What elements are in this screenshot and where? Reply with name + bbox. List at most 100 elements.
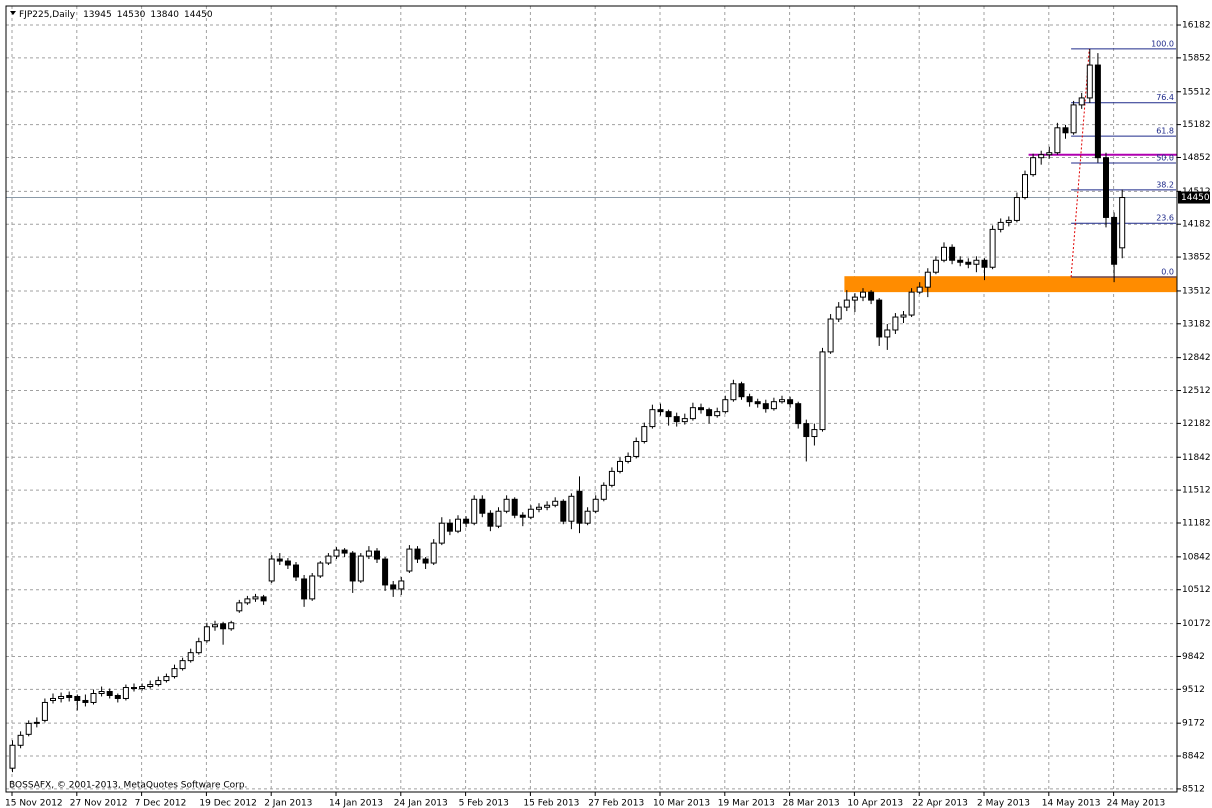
- candle-body: [1119, 197, 1126, 249]
- candle-body: [90, 693, 97, 703]
- candle-body: [309, 575, 316, 600]
- candle-body: [50, 697, 56, 701]
- candle-body: [171, 668, 178, 678]
- x-tick-label: 28 Mar 2013: [783, 799, 840, 808]
- y-tick-label: 12182: [1182, 419, 1211, 429]
- candle-body: [860, 291, 866, 298]
- candle-body: [1038, 154, 1045, 159]
- candle-body: [195, 641, 202, 654]
- candle-body: [268, 558, 275, 582]
- candle-body: [957, 259, 964, 263]
- candle-body: [1030, 157, 1037, 176]
- y-tick-label: 8512: [1182, 784, 1205, 794]
- candle-body: [382, 558, 389, 586]
- candle-body: [851, 296, 858, 301]
- candle-body: [989, 228, 996, 268]
- x-tick-label: 10 Apr 2013: [847, 799, 903, 808]
- candle-body: [932, 259, 939, 273]
- candle-body: [1046, 152, 1053, 156]
- candle-body: [82, 699, 89, 703]
- fibo-label: 100.0: [1151, 39, 1174, 48]
- candle-body: [665, 411, 672, 418]
- candle-body: [374, 550, 380, 560]
- candle-body: [220, 623, 227, 630]
- candle-body: [868, 291, 875, 301]
- candle-body: [592, 498, 599, 512]
- candle-body: [536, 506, 542, 510]
- candle-body: [422, 558, 429, 564]
- y-tick-label: 10842: [1182, 552, 1211, 562]
- candle-body: [212, 624, 218, 628]
- candle-body: [689, 407, 696, 420]
- candle-body: [811, 429, 818, 438]
- candle-body: [892, 316, 899, 331]
- candle-body: [787, 399, 794, 405]
- candle-body: [406, 548, 413, 572]
- candle-body: [584, 510, 591, 524]
- x-tick-label: 15 Nov 2012: [5, 799, 63, 808]
- header-close: 14450: [184, 10, 213, 20]
- candle-body: [1005, 219, 1012, 223]
- x-tick-label: 7 Dec 2012: [135, 799, 187, 808]
- y-tick-label: 12512: [1182, 386, 1211, 396]
- grid-layer: [6, 6, 1177, 792]
- candle-body: [98, 691, 105, 695]
- candle-body: [349, 552, 356, 582]
- candle-body: [1062, 127, 1069, 134]
- candle-body: [479, 498, 486, 514]
- plot-frame: [5, 5, 1178, 793]
- y-tick-label: 11182: [1182, 518, 1211, 528]
- candle-body: [552, 500, 559, 506]
- x-tick-label: 19 Dec 2012: [199, 799, 257, 808]
- x-tick-label: 14 May 2013: [1042, 799, 1101, 808]
- y-tick-label: 12842: [1182, 353, 1211, 363]
- candle-body: [333, 549, 340, 557]
- y-tick-label: 13182: [1182, 319, 1211, 329]
- x-tick-label: 22 Apr 2013: [912, 799, 968, 808]
- candle-body: [544, 504, 551, 508]
- candle-body: [949, 246, 956, 261]
- menu-arrow: [10, 11, 16, 15]
- candle-body: [657, 409, 664, 413]
- candle-body: [228, 622, 235, 630]
- y-tick-label: 14182: [1182, 220, 1211, 230]
- candle-body: [608, 470, 615, 486]
- y-tick-label: 15512: [1182, 87, 1211, 97]
- x-tick-label: 19 Mar 2013: [718, 799, 775, 808]
- x-tick-label: 2 Jan 2013: [264, 799, 312, 808]
- y-tick-label: 13852: [1182, 253, 1211, 263]
- fibo-label: 76.4: [1156, 93, 1174, 102]
- candle-body: [779, 399, 785, 403]
- candle-body: [576, 490, 583, 524]
- candle-body: [730, 383, 737, 401]
- candle-body: [746, 396, 753, 403]
- candle-body: [114, 694, 121, 699]
- candle-body: [236, 602, 243, 612]
- candle-body: [446, 522, 453, 532]
- y-tick-label: 9172: [1182, 719, 1205, 729]
- candle-body: [276, 558, 283, 562]
- candle-body: [625, 455, 632, 462]
- candle-body: [924, 271, 931, 288]
- y-tick-label: 10172: [1182, 619, 1211, 629]
- footer: BOSSAFX, © 2001-2013, MetaQuotes Softwar…: [9, 781, 247, 791]
- y-tick-label: 15852: [1182, 53, 1211, 63]
- candle-body: [495, 510, 502, 527]
- candle-body: [1078, 97, 1085, 106]
- candle-body: [463, 518, 470, 524]
- candle-body: [981, 259, 988, 268]
- candle-body: [997, 221, 1004, 230]
- y-tick-label: 9842: [1182, 652, 1205, 662]
- candle-body: [430, 542, 437, 564]
- candle-body: [511, 498, 518, 516]
- y-tick-label: 11512: [1182, 486, 1211, 496]
- candle-body: [179, 660, 186, 670]
- chart-title: FJP225,Daily: [19, 10, 76, 20]
- candle-body: [17, 734, 24, 746]
- candle-body: [357, 555, 364, 582]
- candle-body: [1013, 197, 1020, 221]
- candle-body: [33, 721, 40, 724]
- candle-body: [58, 695, 65, 699]
- candle-body: [908, 291, 915, 316]
